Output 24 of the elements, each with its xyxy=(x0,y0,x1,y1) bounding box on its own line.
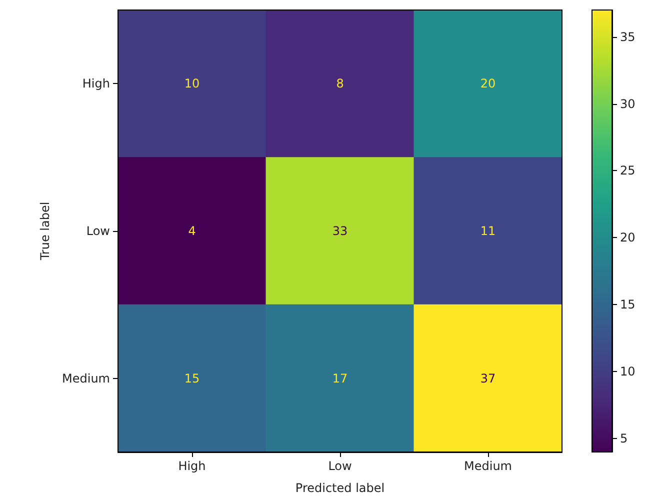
y-axis-title: True label xyxy=(38,202,52,262)
color-bar-label: 35 xyxy=(620,30,636,44)
color-bar-label: 20 xyxy=(620,230,636,245)
data-label: 33 xyxy=(332,224,348,238)
data-label: 17 xyxy=(332,371,348,386)
x-tick-label: Low xyxy=(328,459,352,473)
x-tick-label: Medium xyxy=(464,459,512,473)
data-label: 8 xyxy=(336,76,344,91)
data-label: 4 xyxy=(188,224,196,238)
y-tick-label: Medium xyxy=(62,371,110,386)
color-bar-label: 30 xyxy=(620,96,636,111)
y-tick-label: Low xyxy=(86,224,110,238)
data-label: 15 xyxy=(184,371,200,386)
data-label: 10 xyxy=(184,76,200,91)
data-label: 20 xyxy=(480,76,496,91)
color-bar-label: 10 xyxy=(620,364,636,379)
color-bar-label: 25 xyxy=(620,164,636,178)
data-label: 11 xyxy=(480,224,496,238)
data-label: 37 xyxy=(480,371,496,386)
x-tick-label: High xyxy=(178,459,206,473)
x-axis-title: Predicted label xyxy=(295,481,385,495)
y-tick-label: High xyxy=(82,76,110,91)
color-bar-label: 5 xyxy=(620,432,628,446)
color-bar-label: 15 xyxy=(620,298,636,312)
